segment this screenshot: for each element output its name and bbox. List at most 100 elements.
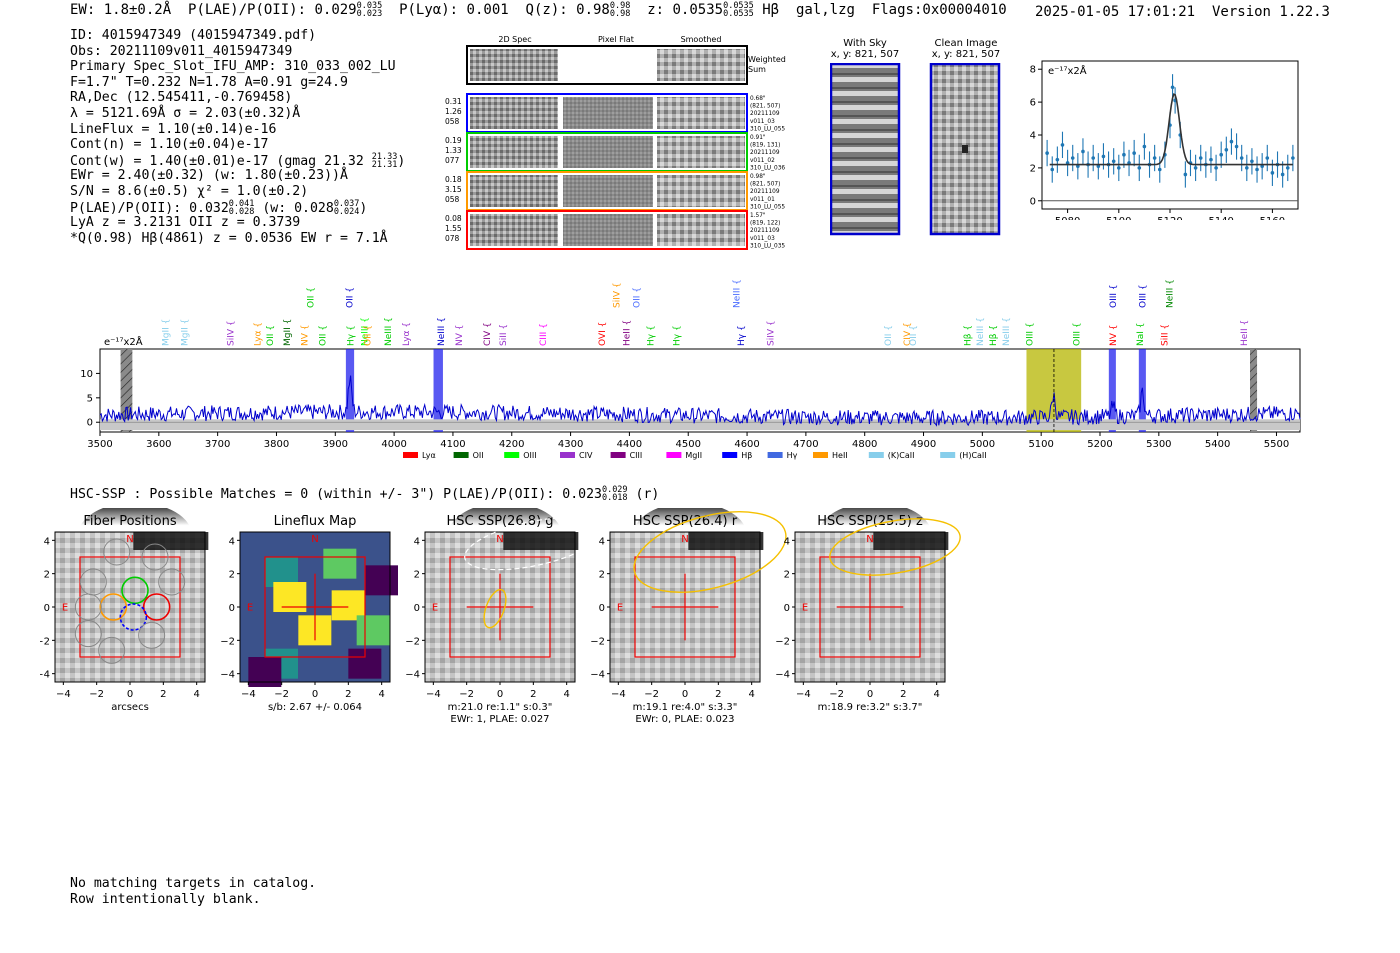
hsc-ytick-label: 4 — [784, 536, 790, 547]
zoom-point — [1280, 172, 1285, 177]
zoom-point — [1055, 157, 1060, 162]
line-label-group: OII { — [266, 325, 276, 346]
zoom-point — [1214, 166, 1218, 170]
plae2-w-lo: 0.024 — [333, 206, 360, 217]
line-label-group: OII { — [307, 287, 317, 308]
legend-label: OIII — [523, 451, 536, 460]
qz-lo: 0.98 — [609, 9, 631, 19]
hsc-ytick-label: −4 — [775, 670, 790, 681]
aperture-box — [449, 556, 551, 658]
hsc-xtick-label: 0 — [127, 689, 133, 700]
zoom-xtick-label: 5140 — [1208, 216, 1233, 220]
line-label-group: Hβ { — [964, 325, 974, 346]
line-label-group: SiIV { — [767, 320, 777, 346]
legend-swatch — [610, 452, 626, 458]
line-label: NV { — [455, 325, 465, 346]
line-label: SiIV { — [767, 320, 777, 346]
info-lya: LyA z = 3.2131 OII z = 0.3739 — [70, 215, 301, 231]
line-label: NeIII { — [1002, 317, 1012, 346]
line-label-group: OII { — [364, 325, 374, 346]
line-label-group: Lyα { — [402, 322, 412, 346]
line-label-group: OII { — [318, 325, 328, 346]
spectrum-unit: e⁻¹⁷x2Å — [104, 335, 143, 348]
zoom-xtick-label: 5100 — [1106, 216, 1131, 220]
zoom-point — [1081, 149, 1085, 154]
cutout-row-frame — [466, 210, 748, 250]
hsc-dark-region — [688, 532, 764, 550]
legend-label: (K)CaII — [888, 451, 915, 460]
hsc-ytick-label: 2 — [229, 570, 235, 581]
spectrum-ytick-label: 10 — [80, 369, 93, 380]
zoom-point — [1234, 144, 1239, 149]
hsc-caption-1: s/b: 2.67 +/- 0.064 — [268, 702, 362, 713]
info-obs: Obs: 20211109v011_4015947349 — [70, 43, 293, 59]
contw-lo: 21.31 — [371, 159, 398, 170]
hsc-summary-lo: 0.018 — [601, 493, 628, 503]
qz-value: 0.98 — [576, 2, 610, 18]
east-label: E — [617, 602, 623, 613]
zoom-point — [1285, 166, 1290, 170]
cutout-right-label: 0.98" — [750, 174, 766, 180]
cutout-right-label: 0.91" — [750, 135, 766, 141]
hsc-ytick-label: 0 — [229, 603, 235, 614]
line-label-group: MgII { — [181, 319, 191, 346]
line-label-group: CIV { — [903, 322, 913, 346]
timestamp: 2025-01-05 17:01:21 — [1034, 4, 1196, 20]
spectrum-xtick-label: 4600 — [734, 439, 759, 450]
spectrum-ytick-label: 0 — [87, 418, 93, 429]
line-label-group: Hβ { — [989, 325, 999, 346]
line-label-group: OII { — [884, 325, 894, 346]
hsc-xtick-label: 4 — [378, 689, 384, 700]
hsc-ytick-label: −2 — [775, 636, 790, 647]
info-params: F=1.7" T=0.232 N=1.78 A=0.91 g=24.9 — [70, 74, 348, 90]
hsc-ytick-label: 4 — [599, 536, 605, 547]
zoom-ytick-label: 2 — [1030, 163, 1036, 174]
legend-swatch — [813, 452, 828, 458]
hsc-summary-band: (r) — [635, 487, 660, 502]
contw-hi: 21.33 — [371, 151, 398, 162]
hsc-xtick-label: 4 — [748, 689, 754, 700]
cutout-right-label: 20211109 — [750, 189, 780, 195]
zoom-xtick-label: 5120 — [1157, 216, 1182, 220]
line-label: OIII { — [1138, 284, 1148, 308]
line-label-group: NeIII { — [361, 317, 371, 346]
hsc-dark-region — [133, 532, 209, 550]
zoom-point — [1060, 143, 1065, 147]
version: Version 1.22.3 — [1211, 4, 1330, 20]
spectrum-xtick-label: 5500 — [1264, 439, 1289, 450]
info-contw-row: Cont(w) = 1.40(±0.01)e-17 (gmag 21.32 21… — [70, 151, 406, 170]
line-label: SiII { — [499, 324, 509, 346]
cutout-left-label: 1.55 — [445, 224, 462, 233]
spectrum-xtick-label: 4400 — [617, 439, 642, 450]
line-label: Hγ { — [673, 325, 683, 346]
zoom-point — [1245, 166, 1249, 170]
clean-image-title: Clean Image x, y: 821, 507 — [930, 38, 1002, 60]
clean-image-source — [962, 145, 968, 153]
cutout-grid: 2D Spec Pixel Flat Smoothed Weighted Sum… — [445, 35, 786, 250]
hsc-ytick-label: 0 — [414, 603, 420, 614]
spectrum-line — [99, 375, 1301, 427]
zoom-model-line — [1049, 93, 1293, 166]
weighted-2dspec — [470, 49, 558, 81]
plya-value: 0.001 — [466, 2, 509, 18]
hsc-ytick-label: −4 — [40, 670, 50, 681]
line-label: NV { — [301, 325, 311, 346]
zoom-point — [1224, 148, 1229, 152]
legend-label: Hβ — [741, 451, 752, 460]
lineflux-map-cell — [356, 615, 390, 646]
cutout-right-label: 20211109 — [750, 228, 780, 234]
lineflux-map-cell — [365, 565, 398, 596]
cutout-right-label: v011_01 — [750, 197, 775, 203]
line-label: MgII { — [283, 319, 293, 346]
header-line: EW: 1.8±0.2Å P(LAE)/P(OII): 0.029 0.035 0.… — [70, 1, 1007, 19]
line-label-group: NaI { — [1136, 323, 1146, 347]
cutout-smoothed — [657, 175, 745, 207]
line-label-group: NeIII { — [733, 279, 743, 308]
north-label: N — [866, 534, 873, 545]
with-sky-image — [830, 63, 901, 236]
line-label-group: NV { — [301, 325, 311, 346]
legend-swatch — [940, 452, 956, 458]
spectrum-xtick-label: 4100 — [440, 439, 465, 450]
cutout-left-label: 1.26 — [445, 107, 462, 116]
east-label: E — [247, 602, 253, 613]
